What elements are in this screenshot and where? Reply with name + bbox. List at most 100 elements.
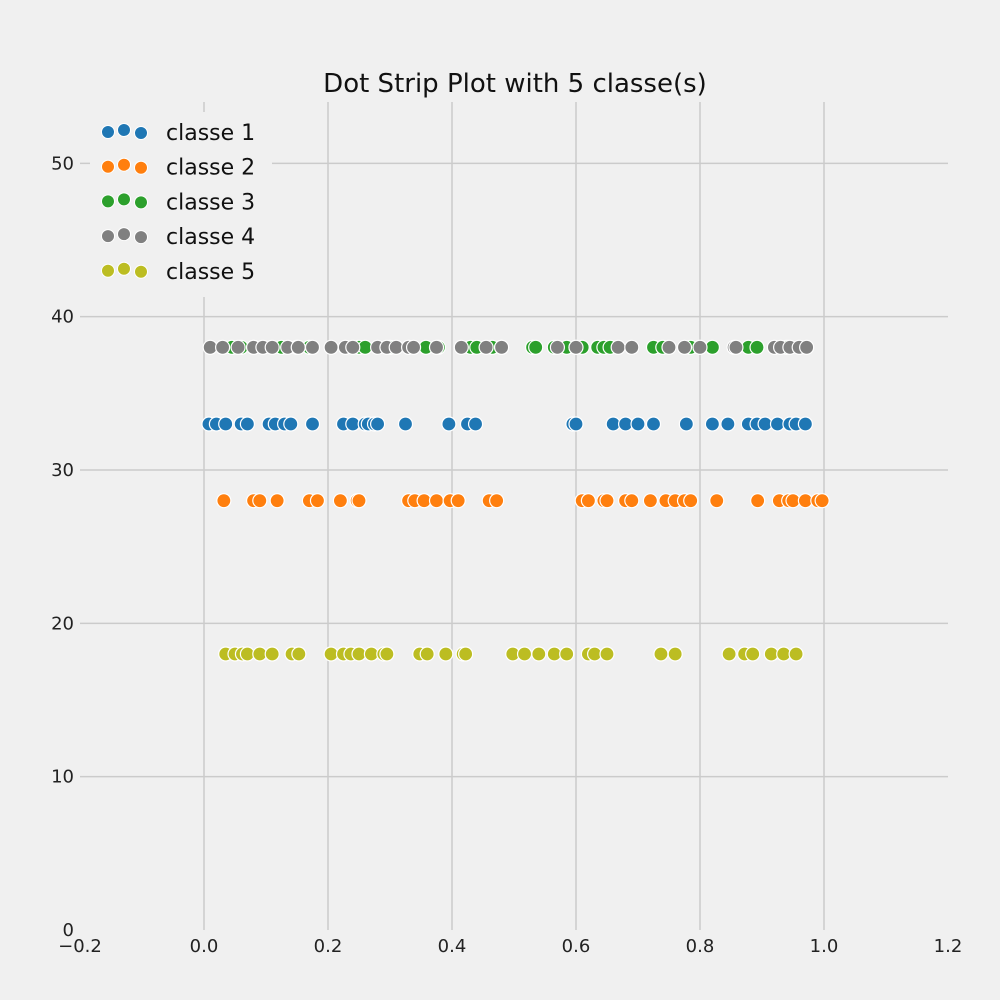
data-point [216, 493, 232, 509]
data-point [332, 493, 348, 509]
legend-marker [117, 227, 131, 242]
data-point [405, 339, 422, 355]
data-point [610, 339, 626, 355]
x-tick-label: 0.2 [314, 936, 343, 957]
y-tick-label: 30 [51, 460, 74, 481]
series-5 [218, 646, 804, 662]
legend-marker [134, 126, 148, 140]
legend-label: classe 4 [166, 225, 255, 250]
x-tick-label: 0.6 [562, 936, 591, 957]
data-point [799, 339, 815, 355]
data-point [304, 416, 321, 432]
legend-marker [117, 157, 131, 172]
data-point [323, 339, 339, 355]
data-point [450, 493, 466, 509]
data-point [599, 646, 615, 662]
data-point [692, 339, 708, 355]
data-point [709, 493, 725, 509]
legend-item: classe 4 [101, 225, 255, 250]
x-tick-label: 1.0 [810, 936, 839, 957]
data-point [291, 646, 307, 662]
data-point [559, 646, 575, 662]
data-point [745, 646, 761, 662]
series-2 [216, 493, 830, 509]
data-point [215, 339, 231, 355]
data-point [653, 646, 669, 662]
legend-item: classe 1 [101, 121, 255, 146]
legend-marker [117, 261, 131, 276]
data-point [453, 339, 469, 355]
data-point [704, 416, 721, 432]
data-point [720, 416, 736, 432]
data-point [230, 339, 246, 355]
legend-marker [101, 229, 115, 244]
data-point [531, 646, 547, 662]
data-point [309, 493, 326, 509]
data-point [667, 646, 683, 662]
legend-label: classe 3 [166, 190, 255, 215]
legend-label: classe 2 [166, 156, 255, 181]
data-point [814, 493, 830, 509]
x-tick-label: 0.4 [438, 936, 467, 957]
data-point [218, 416, 234, 432]
data-point [683, 493, 699, 509]
y-tick-label: 10 [51, 767, 74, 788]
data-point [269, 493, 285, 509]
y-axis-ticks: 0 10 20 30 40 50 [51, 153, 74, 941]
data-point [458, 646, 474, 662]
legend-marker [101, 125, 115, 139]
legend-marker [117, 192, 131, 207]
legend: classe 1 classe 2 classe 3 classe 4 classe 5 [90, 112, 272, 297]
x-axis-ticks: −0.2 0.0 0.2 0.4 0.6 0.8 1.0 1.2 [58, 936, 962, 957]
data-point [345, 339, 361, 355]
data-point [370, 416, 386, 432]
legend-marker [101, 194, 115, 209]
data-point [568, 339, 584, 355]
data-point [750, 493, 766, 509]
legend-item: classe 3 [101, 190, 255, 215]
x-tick-label: 0.8 [686, 936, 715, 957]
data-point [678, 416, 694, 432]
data-point [661, 339, 677, 355]
legend-label: classe 5 [166, 260, 255, 285]
data-point [290, 339, 306, 355]
legend-marker [101, 263, 115, 278]
data-point [467, 416, 484, 432]
data-point [283, 416, 299, 432]
data-point [749, 339, 765, 355]
series-4 [202, 339, 815, 355]
data-point [624, 339, 640, 355]
chart-title: Dot Strip Plot with 5 classe(s) [323, 69, 707, 99]
data-point [642, 493, 659, 509]
x-tick-label: 1.2 [934, 936, 963, 957]
y-tick-label: 20 [51, 613, 74, 634]
data-point [351, 493, 367, 509]
data-point [438, 646, 454, 662]
data-point [419, 646, 435, 662]
data-point [580, 493, 597, 509]
data-point [568, 416, 584, 432]
data-point [676, 339, 693, 355]
data-point [721, 646, 737, 662]
data-points [201, 339, 830, 662]
data-point [428, 493, 445, 509]
data-point [441, 416, 457, 432]
data-point [478, 339, 494, 355]
y-tick-label: 50 [51, 153, 74, 174]
legend-label: classe 1 [166, 121, 255, 146]
data-point [788, 646, 804, 662]
data-point [624, 493, 640, 509]
data-point [239, 416, 255, 432]
legend-item: classe 2 [101, 156, 255, 181]
legend-marker [134, 264, 148, 279]
data-point [516, 646, 533, 662]
data-point [379, 646, 395, 662]
legend-marker [117, 123, 131, 137]
data-point [252, 493, 268, 509]
data-point [549, 339, 566, 355]
data-point [528, 339, 544, 355]
legend-marker [134, 195, 148, 210]
data-point [489, 493, 505, 509]
data-point [630, 416, 646, 432]
